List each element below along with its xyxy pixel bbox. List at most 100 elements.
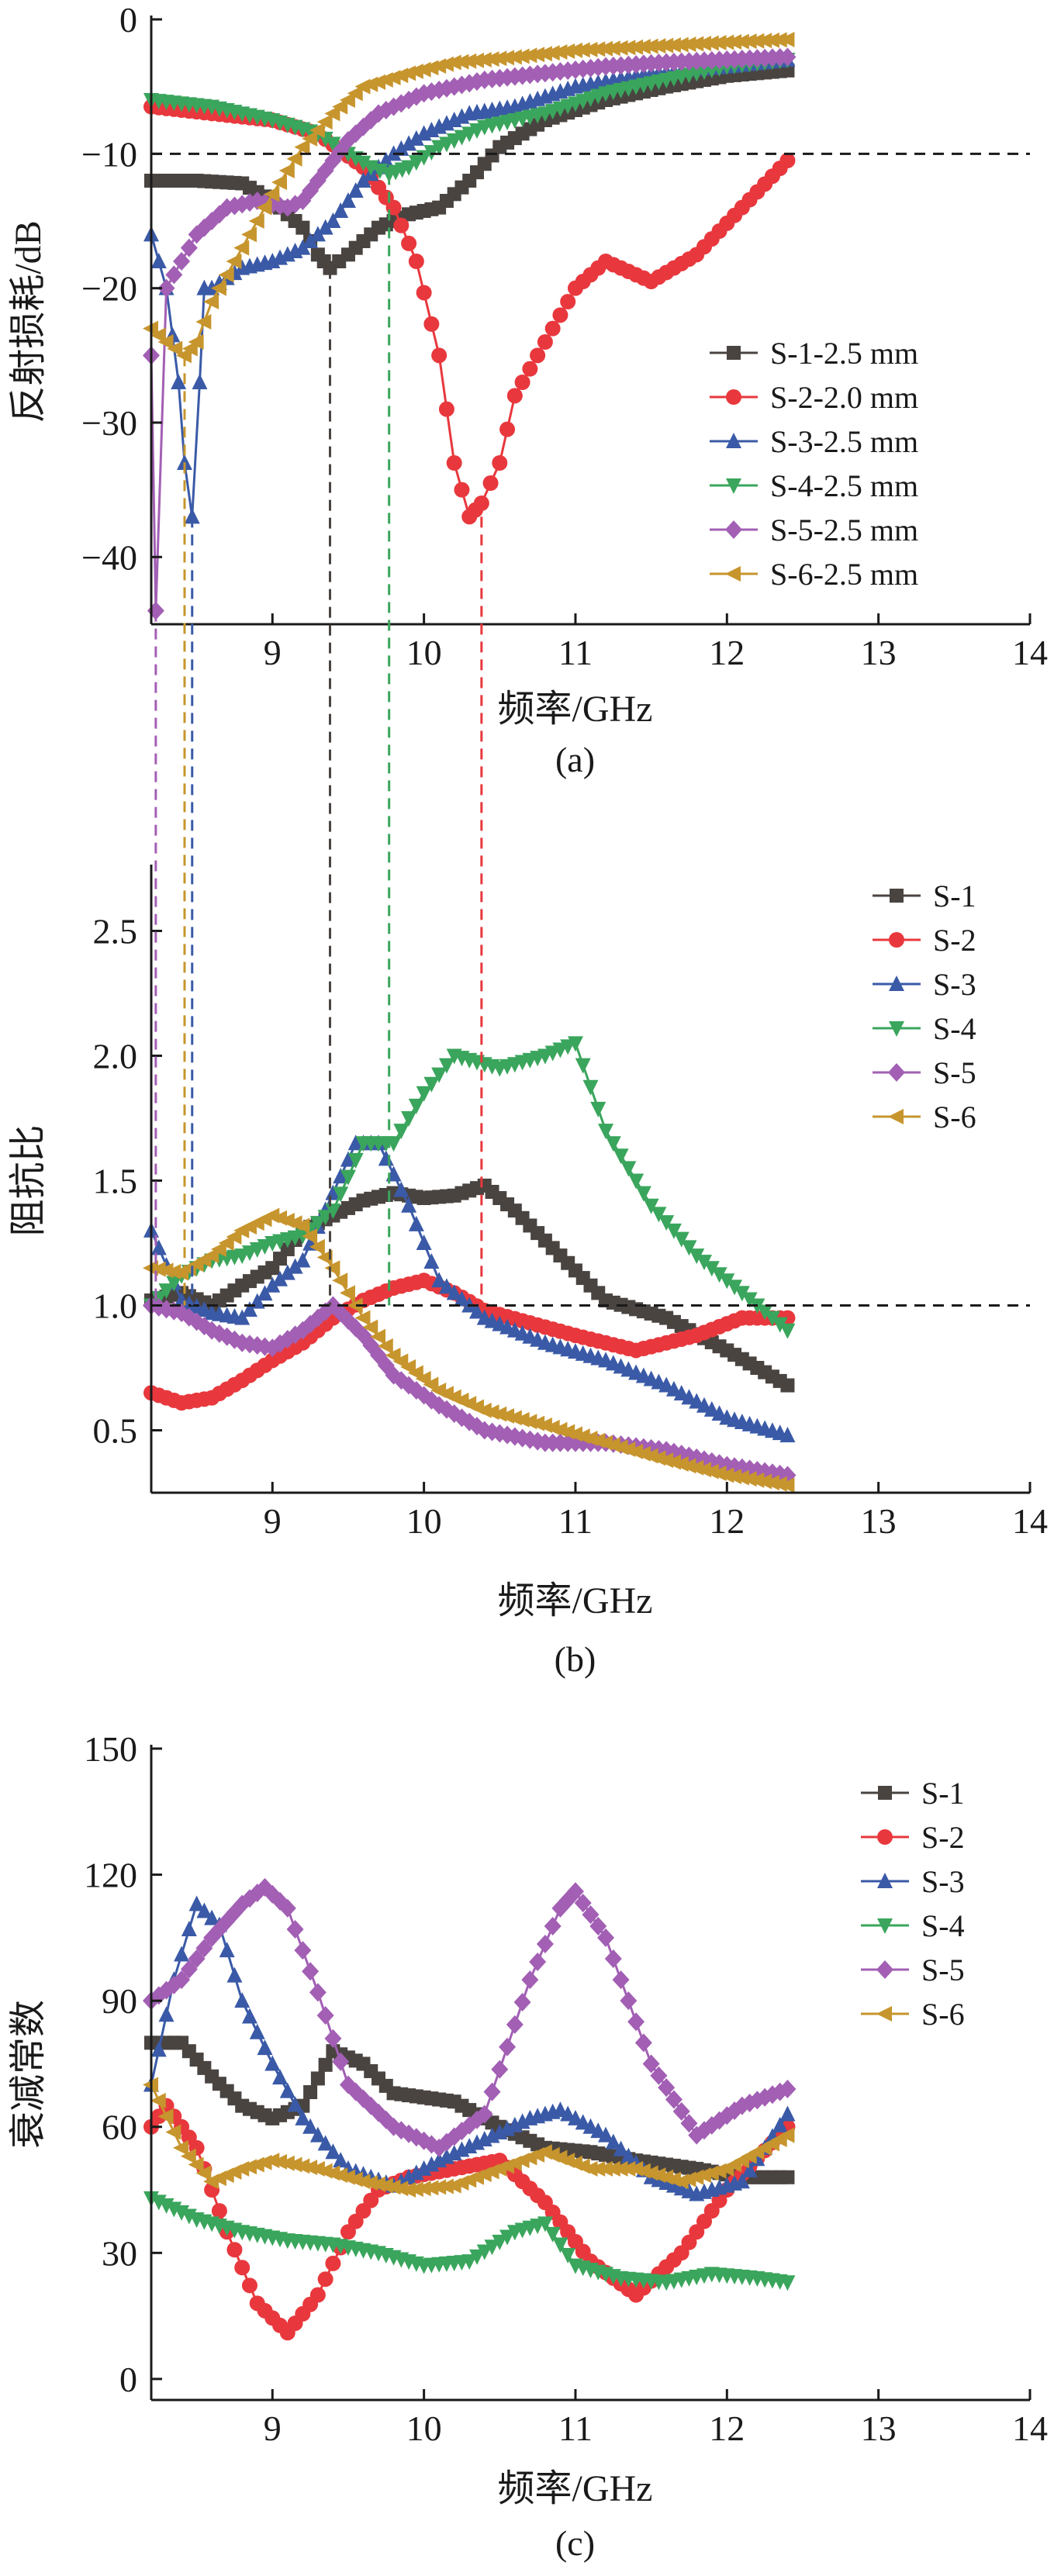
data-point	[604, 40, 620, 57]
series-s-3	[143, 1895, 796, 2201]
data-point	[203, 294, 219, 309]
legend: S-1 S-2 S-3 S-4 S-5 S-6	[873, 879, 976, 1134]
data-point	[438, 401, 454, 417]
data-point	[726, 1469, 742, 1485]
data-point	[347, 85, 363, 102]
data-point	[727, 1279, 743, 1296]
data-point	[309, 1983, 327, 2002]
legend-label: S-2-2.0 mm	[770, 380, 918, 415]
data-point	[264, 2055, 281, 2071]
data-point	[339, 1285, 355, 1301]
data-point	[264, 186, 280, 202]
series-s-1	[144, 1178, 795, 1393]
data-point	[780, 2170, 795, 2184]
data-point	[279, 1264, 295, 1280]
data-point	[627, 39, 644, 55]
y-axis-label: 衰减常数	[8, 2000, 49, 2149]
data-point	[302, 130, 318, 147]
legend-marker	[890, 889, 904, 903]
data-point	[468, 2249, 485, 2265]
data-point	[416, 285, 432, 301]
data-point	[408, 2164, 424, 2181]
data-point	[234, 2260, 251, 2276]
data-point	[393, 1181, 410, 1197]
data-point	[393, 1124, 410, 1140]
data-point	[552, 307, 568, 323]
x-tick-label: 11	[558, 633, 593, 672]
data-point	[188, 334, 204, 350]
data-point	[150, 253, 167, 268]
data-point	[482, 475, 499, 491]
data-point	[272, 1270, 289, 1286]
data-point	[295, 2109, 311, 2125]
data-point	[278, 198, 296, 217]
legend-item: S-6	[873, 1100, 976, 1134]
data-point	[574, 1894, 592, 1913]
data-point	[316, 2006, 334, 2025]
data-point	[309, 226, 326, 242]
data-point	[416, 1234, 432, 1250]
data-point	[763, 1475, 779, 1491]
data-point	[741, 33, 757, 50]
legend-item: S-1-2.5 mm	[710, 336, 918, 371]
legend-marker	[888, 1063, 905, 1082]
data-point	[431, 347, 448, 364]
data-point	[400, 65, 416, 81]
data-point	[491, 50, 507, 67]
data-point	[203, 1248, 219, 1264]
legend-marker	[877, 1829, 893, 1845]
data-point	[567, 1036, 583, 1052]
data-point	[748, 1472, 765, 1488]
x-axis-label: 频率/GHz	[498, 1580, 653, 1621]
data-point	[286, 2156, 302, 2173]
x-axis-label: 频率/GHz	[498, 2468, 653, 2509]
legend-label: S-5	[933, 1055, 976, 1090]
data-point	[779, 32, 795, 47]
data-point	[157, 2108, 174, 2125]
data-point	[499, 50, 515, 66]
data-point	[192, 374, 208, 389]
legend-item: S-1	[861, 1776, 965, 1811]
data-point	[195, 314, 212, 330]
data-point	[492, 455, 508, 471]
data-point	[537, 2216, 553, 2232]
y-tick-label: −30	[81, 403, 137, 443]
y-tick-label: 0.5	[93, 1411, 138, 1451]
data-point	[210, 1241, 226, 1258]
data-point	[423, 1253, 440, 1269]
data-point	[651, 1207, 667, 1223]
data-point	[332, 98, 348, 115]
data-point	[741, 1471, 757, 1487]
data-point	[340, 192, 356, 208]
data-point	[333, 1168, 349, 1184]
data-point	[211, 2203, 227, 2219]
data-point	[741, 1292, 758, 1308]
data-point	[272, 2069, 289, 2085]
legend-label: S-5-2.5 mm	[770, 513, 918, 547]
data-point	[483, 51, 499, 67]
data-point	[476, 2244, 492, 2260]
data-point	[333, 2152, 349, 2168]
series-s-6	[143, 2077, 795, 2198]
data-point	[278, 1898, 296, 1918]
data-point	[355, 155, 371, 171]
legend-marker	[889, 932, 904, 948]
data-point	[204, 279, 220, 295]
data-point	[332, 2052, 350, 2071]
data-point	[560, 294, 576, 309]
x-tick-label: 10	[406, 1501, 442, 1541]
data-point	[354, 2174, 371, 2190]
data-point	[544, 2226, 561, 2243]
data-point	[271, 2153, 288, 2170]
x-tick-label: 13	[861, 633, 897, 672]
data-point	[309, 123, 325, 138]
data-point	[635, 1186, 651, 1202]
data-point	[454, 1290, 470, 1307]
data-point	[310, 2071, 325, 2086]
legend-label: S-6	[933, 1100, 976, 1134]
data-point	[612, 40, 628, 56]
data-point	[772, 2116, 788, 2132]
data-point	[196, 1902, 213, 1918]
data-point	[241, 1301, 257, 1317]
data-point	[173, 2139, 189, 2156]
